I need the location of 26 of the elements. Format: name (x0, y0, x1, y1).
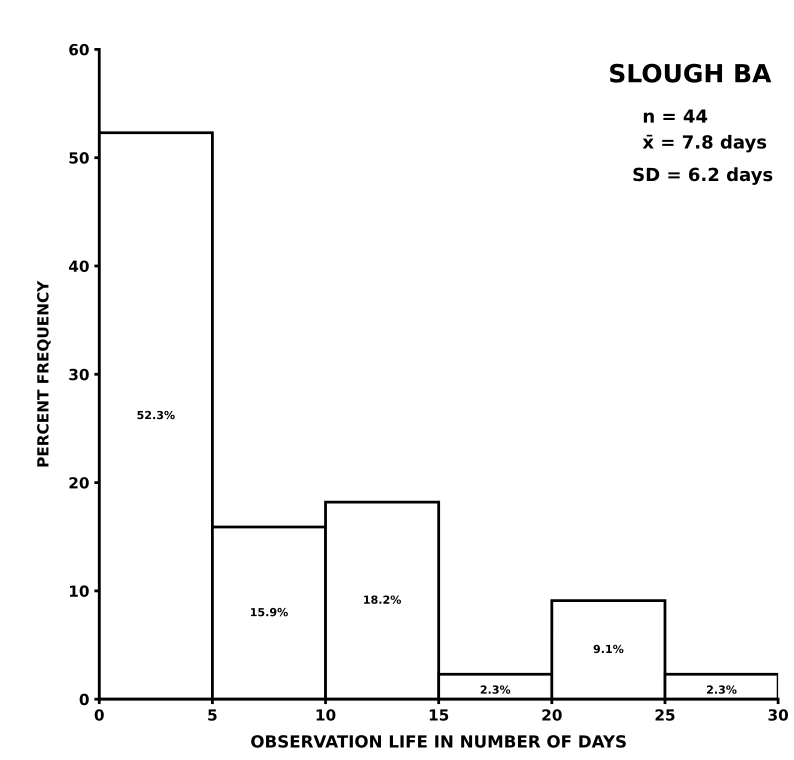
y-axis-title: PERCENT FREQUENCY (37, 280, 51, 466)
data-label: 2.3% (480, 685, 510, 694)
x-tick-label: 5 (208, 709, 217, 721)
y-tick-label: 20 (69, 477, 89, 489)
x-tick-label: 30 (768, 709, 788, 721)
data-label: 9.1% (594, 644, 624, 654)
data-label: 18.2% (364, 595, 402, 604)
x-tick-label: 10 (316, 709, 336, 721)
annotation: n = 44 (644, 109, 708, 123)
annotation: x̄ = 7.8 days (642, 134, 766, 152)
data-label: 15.9% (250, 608, 288, 616)
x-tick-label: 0 (94, 709, 104, 721)
x-axis-title: OBSERVATION LIFE IN NUMBER OF DAYS (251, 735, 626, 748)
chart-title: SLOUGH BA (610, 64, 772, 83)
annotation: SD = 6.2 days (633, 167, 772, 185)
data-label: 2.3% (707, 685, 737, 694)
y-tick-label: 10 (70, 585, 89, 597)
y-tick-label: 60 (69, 44, 89, 56)
x-tick-label: 15 (430, 709, 448, 721)
x-tick-label: 20 (542, 709, 562, 721)
y-tick-label: 40 (68, 260, 89, 272)
data-label: 52.3% (137, 410, 175, 420)
y-tick-label: 30 (69, 368, 89, 380)
y-tick-label: 0 (80, 694, 89, 706)
y-tick-label: 50 (69, 152, 89, 164)
x-tick-label: 25 (656, 709, 675, 721)
